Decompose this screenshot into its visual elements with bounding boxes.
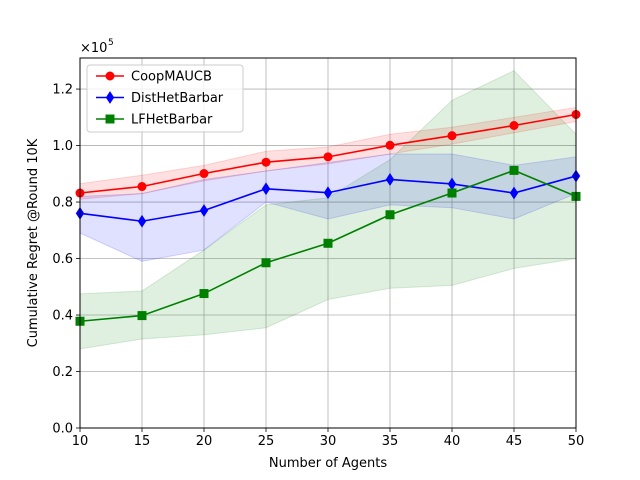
x-tick-label: 15 bbox=[134, 434, 151, 449]
disthetbarbar-point bbox=[509, 186, 519, 200]
x-tick-label: 20 bbox=[196, 434, 213, 449]
x-axis-label: Number of Agents bbox=[269, 456, 387, 471]
lfhetbarbar-point bbox=[323, 238, 333, 248]
y-axis-ticks: 0.0 0.2 0.4 0.6 0.8 1.0 1.2 bbox=[52, 83, 80, 437]
coopmaucb-point bbox=[447, 131, 457, 141]
disthetbarbar-point bbox=[261, 182, 271, 196]
legend: CoopMAUCB DistHetBarbar LFHetBarbar bbox=[86, 64, 244, 133]
legend-label-lfhetbarbar: LFHetBarbar bbox=[131, 113, 213, 128]
legend-entries: CoopMAUCB DistHetBarbar LFHetBarbar bbox=[96, 70, 224, 128]
legend-label-disthetbarbar: DistHetBarbar bbox=[131, 91, 224, 106]
y-tick-label: 0.6 bbox=[52, 252, 73, 267]
x-tick-label: 50 bbox=[568, 434, 585, 449]
disthetbarbar-point bbox=[137, 214, 147, 228]
coopmaucb-point bbox=[385, 140, 395, 150]
y-tick-label: 0.4 bbox=[52, 309, 73, 324]
coopmaucb-point bbox=[261, 157, 271, 167]
disthetbarbar-point bbox=[323, 186, 333, 200]
x-tick-label: 45 bbox=[506, 434, 523, 449]
y-tick-label: 1.2 bbox=[52, 83, 73, 98]
coopmaucb-point bbox=[509, 121, 519, 131]
coopmaucb-point bbox=[137, 182, 147, 192]
legend-marker-coopmaucb bbox=[105, 71, 115, 81]
legend-frame bbox=[86, 64, 244, 133]
lfhetbarbar-point bbox=[137, 311, 147, 321]
y-tick-label: 0.2 bbox=[52, 365, 73, 380]
disthetbarbar-point bbox=[199, 204, 209, 217]
coopmaucb-point bbox=[323, 152, 333, 162]
lfhetbarbar-point bbox=[385, 210, 395, 220]
x-tick-label: 10 bbox=[72, 434, 89, 449]
y-axis-label: Cumulative Regret @Round 10K bbox=[26, 138, 41, 347]
y-tick-label: 1.0 bbox=[52, 139, 73, 154]
lfhetbarbar-point bbox=[261, 258, 271, 268]
lfhetbarbar-point bbox=[199, 289, 209, 299]
x-tick-label: 40 bbox=[444, 434, 461, 449]
lfhetbarbar-point bbox=[447, 188, 457, 198]
x-tick-label: 25 bbox=[258, 434, 275, 449]
x-tick-label: 35 bbox=[382, 434, 399, 449]
coopmaucb-point bbox=[199, 169, 209, 179]
disthetbarbar-point bbox=[385, 173, 395, 186]
x-axis-ticks: 10 15 20 25 30 35 40 45 50 bbox=[72, 428, 585, 449]
y-tick-label: 0.0 bbox=[52, 422, 73, 437]
y-multiplier-base: ×10 bbox=[80, 41, 107, 56]
y-tick-label: 0.8 bbox=[52, 196, 73, 211]
y-multiplier-exponent: 5 bbox=[108, 38, 114, 48]
legend-label-coopmaucb: CoopMAUCB bbox=[131, 70, 212, 85]
x-tick-label: 30 bbox=[320, 434, 337, 449]
legend-marker-lfhetbarbar bbox=[105, 114, 115, 124]
lfhetbarbar-point bbox=[509, 165, 519, 175]
legend-marker-disthetbarbar bbox=[105, 91, 115, 104]
y-axis-offset-label: ×10 5 bbox=[80, 38, 114, 56]
